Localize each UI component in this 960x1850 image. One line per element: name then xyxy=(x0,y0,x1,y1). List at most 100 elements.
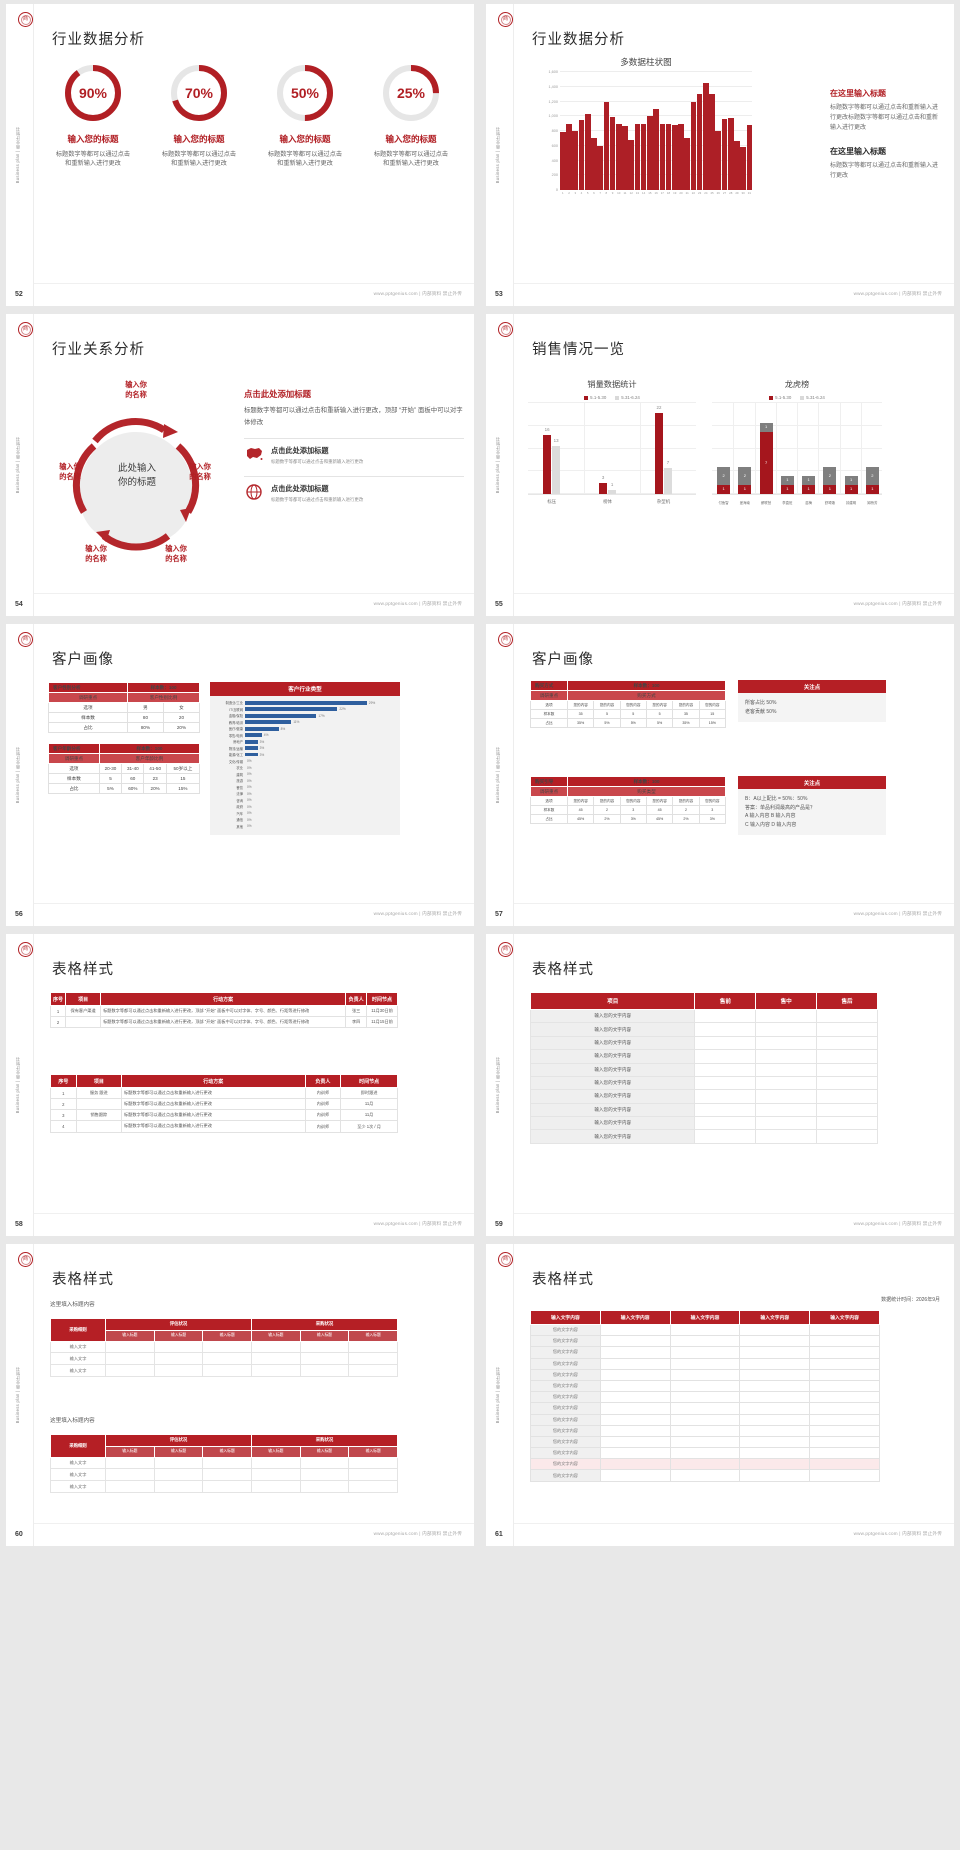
bar[interactable] xyxy=(640,124,647,190)
slide-59[interactable]: Business plan | 商业计划书 商 表格样式 项目 售前 售中 售后 输入您… xyxy=(486,934,954,1236)
bar[interactable] xyxy=(578,119,585,190)
purchase-method-table[interactable]: 购买方式 样本数：100 调研重点 购买方式 选项 您的内容 您的内容 您的内容 您的内容 您的内… xyxy=(530,680,727,728)
slide-54[interactable]: Business plan | 商业计划书 商 行业关系分析 此处输入 你的标题 … xyxy=(6,314,474,616)
table-row[interactable]: 输入您的文字内容 xyxy=(529,1075,878,1091)
stacked-bar[interactable]: 1 1 苗梅 xyxy=(802,476,816,505)
bar-group[interactable]: 22 7 杂型机 xyxy=(655,405,672,504)
bar[interactable] xyxy=(628,139,635,190)
bar[interactable] xyxy=(659,123,666,190)
hbar-row[interactable]: 医疗/健康 8% xyxy=(215,726,395,732)
table-row[interactable]: 样本数 80 20 xyxy=(47,712,201,723)
bar[interactable] xyxy=(647,116,653,190)
hbar-row[interactable]: 教育/培训 11% xyxy=(215,719,395,725)
table-row[interactable]: 2 标题数字等都可以通过点击和重新输入进行更改，顶部 “开始” 面板中可以对字体、… xyxy=(49,1016,398,1029)
bar-segment[interactable]: 1 xyxy=(865,485,879,494)
bar[interactable] xyxy=(684,138,690,190)
hbar-row[interactable]: 其他 0% xyxy=(215,823,395,829)
bar[interactable] xyxy=(690,101,697,190)
slide-57[interactable]: Business plan | 商业计划书 商 客户画像 购买方式 样本数：100… xyxy=(486,624,954,926)
slide-58[interactable]: Business plan | 商业计划书 商 表格样式 序号 项目 行动方案 负责人… xyxy=(6,934,474,1236)
table-row[interactable]: 2 标题数字等都可以通过点击和重新输入进行更改 内训师 11月 xyxy=(50,1098,398,1111)
table-row[interactable]: 您的文字内容 xyxy=(530,1458,880,1471)
slide-55[interactable]: Business plan | 商业计划书 商 销售情况一览 销量数据统计 5.… xyxy=(486,314,954,616)
table-row[interactable]: 输入您的文字内容 xyxy=(529,1022,878,1037)
hbar-row[interactable]: 咨询 0% xyxy=(215,797,395,803)
bar[interactable] xyxy=(599,483,608,494)
table-row[interactable]: 输入您的文字内容 xyxy=(529,1102,878,1118)
bar[interactable] xyxy=(615,124,622,190)
slide-61[interactable]: Business plan | 商业计划书 商 表格样式 数据统计时间：2026… xyxy=(486,1244,954,1546)
bar[interactable] xyxy=(597,145,603,190)
slide-53[interactable]: Business plan | 商业计划书 商 行业数据分析 多数据柱状图 0 2… xyxy=(486,4,954,306)
bar[interactable] xyxy=(653,108,659,190)
table-row[interactable]: 您的文字内容 xyxy=(530,1435,880,1449)
table-row[interactable]: 输入您的文字内容 xyxy=(529,1049,878,1064)
bar[interactable] xyxy=(734,141,740,190)
table-row[interactable]: 输入文字 xyxy=(49,1340,398,1354)
bar-segment[interactable]: 1 xyxy=(717,485,731,494)
action-plan-table-2[interactable]: 序号 项目 行动方案 负责人 时间节点 1 服务 跟进 标题数字等都可以通过点击和重新输入进行… xyxy=(50,1073,398,1133)
stacked-bar[interactable]: 2 1 差海南 xyxy=(738,467,752,505)
hbar-row[interactable]: 金融/保险 17% xyxy=(215,713,395,719)
bar-group[interactable]: 16 13 标压 xyxy=(543,427,561,504)
bar[interactable] xyxy=(609,117,616,190)
bar[interactable] xyxy=(664,468,672,494)
stacked-bar[interactable]: 1 7 薪联慧 xyxy=(759,422,773,505)
bar[interactable] xyxy=(746,125,753,190)
bar[interactable] xyxy=(696,94,703,190)
table-row[interactable]: 您的文字内容 xyxy=(530,1335,880,1348)
table-row[interactable]: 占比 5% 60% 20% 15% xyxy=(48,783,201,794)
stacked-bar[interactable]: 2 1 姆桥芳 xyxy=(865,467,879,505)
stacked-bar[interactable]: 1 1 李直班 xyxy=(780,476,794,505)
hbar-row[interactable]: 农业 0% xyxy=(215,765,395,771)
bar-segment[interactable]: 1 xyxy=(844,476,858,486)
table-row[interactable]: 样本数 35 5 5 5 35 15 xyxy=(530,709,727,719)
procurement-table-2[interactable]: 采购细则 评估状况 采购状况 输入标题 输入标题 输入标题 输入标题 输入标题 输入标题 输入文字… xyxy=(49,1434,398,1493)
table-row[interactable]: 输入您的文字内容 xyxy=(529,1062,878,1077)
bar-segment[interactable]: 2 xyxy=(823,467,837,486)
table-row[interactable]: 输入您的文字内容 xyxy=(529,1129,878,1144)
bar[interactable] xyxy=(634,124,641,190)
bar-segment[interactable]: 1 xyxy=(780,476,794,486)
bar[interactable] xyxy=(584,114,591,190)
action-plan-table-1[interactable]: 序号 项目 行动方案 负责人 时间节点 1 保有客户渠道 标题数字等都可以通过点击和重新输入进… xyxy=(49,991,398,1029)
bar-segment[interactable]: 7 xyxy=(759,431,773,494)
gender-analysis-table[interactable]: 客户性别分析 样本数：100 调研重点 客户性别比例 选项男女样本数 80 20 占比 80% 2… xyxy=(47,682,201,794)
bar[interactable] xyxy=(560,131,566,190)
bar[interactable] xyxy=(671,125,678,190)
table-row[interactable]: 您的文字内容 xyxy=(530,1346,880,1359)
hbar-row[interactable]: 制造业/工业 29% xyxy=(215,700,395,706)
table-row[interactable]: 4 标题数字等都可以通过点击和重新输入进行更改 内训师 至少 1次 / 月 xyxy=(50,1120,398,1133)
hbar-row[interactable]: 零售/电商 4% xyxy=(215,732,395,738)
bar-segment[interactable]: 1 xyxy=(844,485,858,494)
table-row[interactable]: 样本数 45 2 3 45 2 3 xyxy=(530,805,727,815)
table-row[interactable]: 1 服务 跟进 标题数字等都可以通过点击和重新输入进行更改 内训师 即时跟进 xyxy=(50,1087,398,1100)
hbar-row[interactable]: 物流/运输 3% xyxy=(215,745,395,751)
table-row[interactable]: 输入您的文字内容 xyxy=(529,1115,878,1131)
slide-60[interactable]: Business plan | 商业计划书 商 表格样式 这里填入标题内容 采购… xyxy=(6,1244,474,1546)
bar[interactable] xyxy=(603,101,610,190)
table-row[interactable]: 样本数 5 60 23 15 xyxy=(48,773,201,784)
table-row[interactable]: 输入文字 xyxy=(49,1352,398,1366)
table-row[interactable]: 输入您的文字内容 xyxy=(529,1089,878,1104)
bar[interactable] xyxy=(678,123,684,190)
table-row[interactable]: 您的文字内容 xyxy=(530,1323,880,1337)
hbar-row[interactable]: 政府 0% xyxy=(215,804,395,810)
bar[interactable] xyxy=(721,119,728,190)
bar[interactable] xyxy=(655,413,663,494)
hbar-row[interactable]: 房地产 3% xyxy=(215,739,395,745)
hbar-row[interactable]: 旅游 0% xyxy=(215,778,395,784)
hbar-row[interactable]: 法律 0% xyxy=(215,791,395,797)
bar-segment[interactable]: 2 xyxy=(717,467,731,486)
feature-item[interactable]: 点击此处添加标题 标题数字等都可以通过点击和重新输入进行更改 xyxy=(244,484,464,505)
donut-item[interactable]: 25% 输入您的标题 标题数字等都可以通过点击和重新输入进行更改 xyxy=(358,62,464,169)
table-row[interactable]: 1 保有客户渠道 标题数字等都可以通过点击和重新输入进行更改，顶部 “开始” 面板中… xyxy=(49,1005,398,1018)
prepost-sales-table[interactable]: 项目 售前 售中 售后 输入您的文字内容 输入您的文字内容 输入您的文字内容 输入您的文字内容… xyxy=(529,992,878,1144)
stacked-bar[interactable]: 1 1 钟建明 xyxy=(844,476,858,505)
cycle-node-bottom-right[interactable]: 输入你 的名称 xyxy=(165,544,187,563)
stacked-bar[interactable]: 2 1 舒琴娥 xyxy=(823,467,837,505)
table-row[interactable]: 输入文字 xyxy=(49,1456,398,1470)
donut-item[interactable]: 50% 输入您的标题 标题数字等都可以通过点击和重新输入进行更改 xyxy=(252,62,358,169)
table-row[interactable]: 输入您的文字内容 xyxy=(529,1035,878,1051)
bar[interactable] xyxy=(715,131,722,190)
